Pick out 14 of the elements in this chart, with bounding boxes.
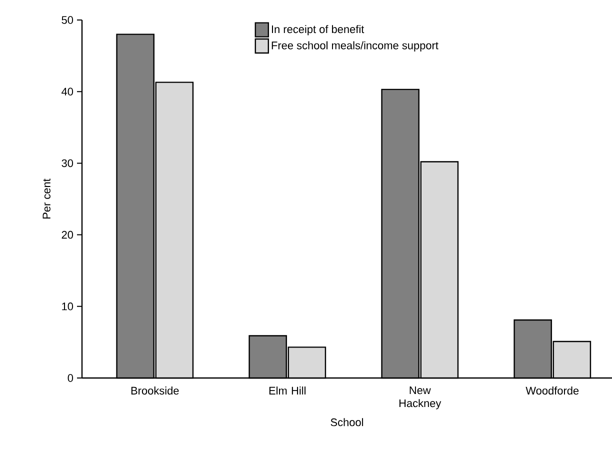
- y-axis-title: Per cent: [42, 178, 50, 218]
- y-tick-label: 0: [68, 374, 74, 382]
- x-tick-label: Elm Hill: [269, 386, 306, 394]
- legend-label: Free school meals/income support: [272, 41, 438, 52]
- x-tick-label: Brookside: [131, 386, 179, 395]
- x-axis-title: School: [330, 418, 364, 426]
- y-tick-label: 10: [62, 302, 74, 310]
- x-tick-label: New Hackney: [399, 386, 442, 410]
- legend-label: In receipt of benefit: [272, 25, 364, 36]
- y-tick-label: 20: [62, 230, 74, 239]
- x-tick-label: Woodforde: [526, 386, 579, 395]
- y-tick-label: 40: [62, 88, 74, 96]
- y-tick-label: 50: [62, 16, 74, 24]
- y-tick-label: 30: [62, 159, 74, 168]
